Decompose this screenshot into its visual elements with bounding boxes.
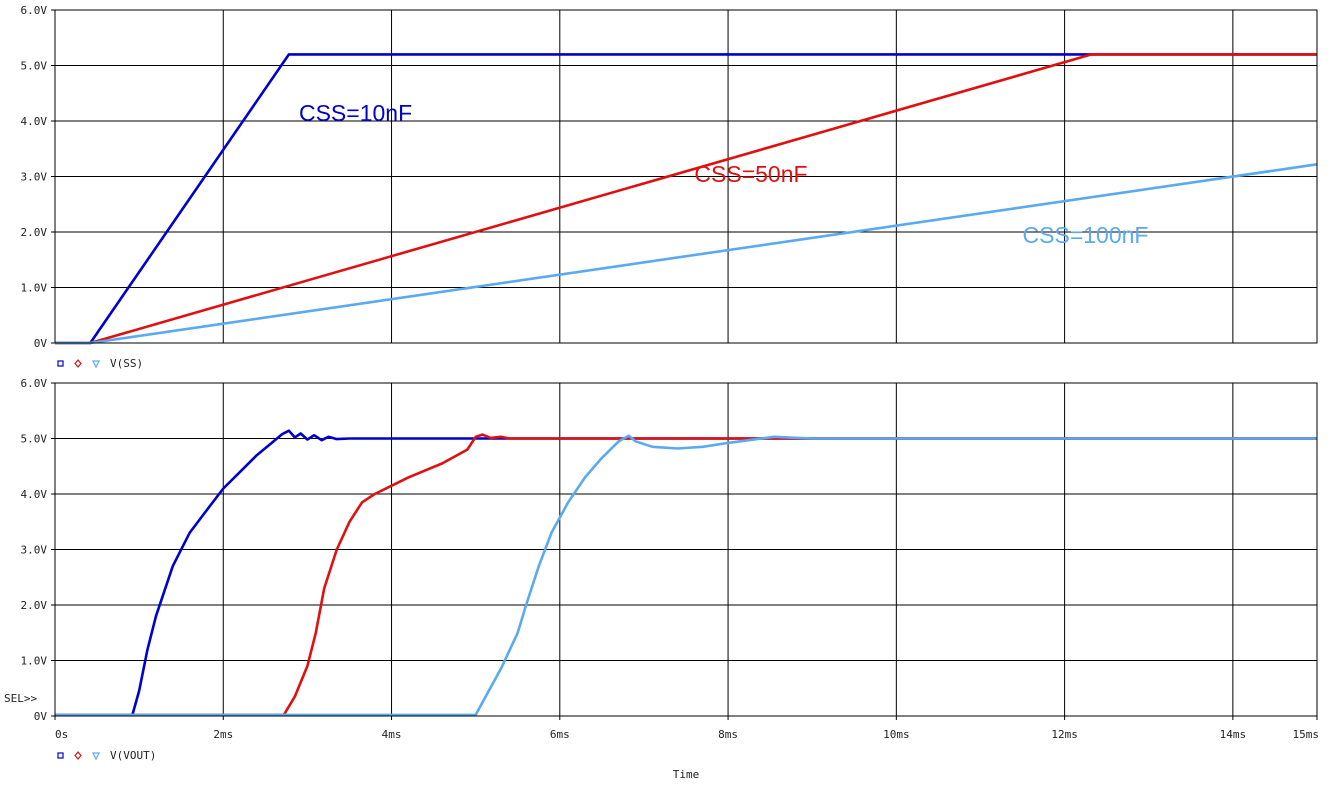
bottom-y-tick-label: 0V xyxy=(34,710,48,723)
bottom-legend-label: V(VOUT) xyxy=(110,749,156,762)
bottom-panel: 0V 1.0V 2.0V 3.0V 4.0V 5.0V 6.0V 0s 2ms 4ms 6ms 8m… xyxy=(4,377,1319,781)
bottom-grid xyxy=(55,382,1317,717)
annotation-label: CSS=10nF xyxy=(299,100,412,126)
annotation-label: CSS=100nF xyxy=(1023,222,1149,248)
legend-triangle-marker xyxy=(92,752,100,761)
top-y-tick-label: 0V xyxy=(34,337,48,350)
legend-square-marker xyxy=(57,752,64,759)
top-y-tick-label: 6.0V xyxy=(21,4,48,17)
bottom-y-tick-label: 5.0V xyxy=(21,433,48,446)
top-y-tick-label: 2.0V xyxy=(21,226,48,239)
top-panel: 0V 1.0V 2.0V 3.0V 4.0V 5.0V 6.0V CSS=10nF CSS=5… xyxy=(21,4,1318,370)
top-y-ticks: 0V 1.0V 2.0V 3.0V 4.0V 5.0V 6.0V xyxy=(21,4,55,350)
x-axis-label: Time xyxy=(673,768,700,781)
top-y-tick-label: 4.0V xyxy=(21,115,48,128)
top-series-line-css-100nf xyxy=(55,163,1318,345)
bottom-y-tick-label: 6.0V xyxy=(21,377,48,390)
bottom-y-tick-label: 4.0V xyxy=(21,488,48,501)
bottom-series-line-css-50nf xyxy=(55,433,1317,717)
x-tick-label: 15ms xyxy=(1293,728,1320,741)
x-tick-label: 12ms xyxy=(1051,728,1078,741)
x-tick-label: 8ms xyxy=(718,728,738,741)
legend-triangle-marker xyxy=(92,360,100,369)
legend-diamond-marker xyxy=(74,751,82,760)
legend-square-marker xyxy=(57,360,64,367)
bottom-series-line-css-100nf xyxy=(55,434,1317,717)
top-annotations: CSS=10nF CSS=50nF CSS=100nF xyxy=(299,100,1148,248)
annotation-label: CSS=50nF xyxy=(694,161,807,187)
x-tick-label: 4ms xyxy=(382,728,402,741)
x-tick-label: 2ms xyxy=(213,728,233,741)
bottom-series xyxy=(55,429,1317,717)
bottom-y-ticks: 0V 1.0V 2.0V 3.0V 4.0V 5.0V 6.0V xyxy=(21,377,55,723)
bottom-legend: V(VOUT) xyxy=(57,749,156,762)
top-legend-label: V(SS) xyxy=(110,357,143,370)
top-legend: V(SS) xyxy=(57,357,143,370)
bottom-y-tick-label: 3.0V xyxy=(21,544,48,557)
top-y-tick-label: 3.0V xyxy=(21,171,48,184)
top-series xyxy=(55,53,1318,345)
bottom-y-tick-label: 2.0V xyxy=(21,599,48,612)
top-series-line-css-50nf xyxy=(55,53,1317,345)
bottom-x-ticks: 0s 2ms 4ms 6ms 8ms 10ms 12ms 14ms 15ms xyxy=(54,716,1320,741)
x-tick-label: 14ms xyxy=(1220,728,1247,741)
top-grid xyxy=(55,9,1317,344)
x-tick-label: 0s xyxy=(55,728,68,741)
bottom-y-tick-label: 1.0V xyxy=(21,655,48,668)
x-tick-label: 10ms xyxy=(883,728,910,741)
top-y-tick-label: 5.0V xyxy=(21,60,48,73)
sel-marker[interactable]: SEL>> xyxy=(4,692,37,705)
legend-diamond-marker xyxy=(74,359,82,368)
x-tick-label: 6ms xyxy=(550,728,570,741)
bottom-series-line-css-10nf xyxy=(55,429,1317,717)
top-y-tick-label: 1.0V xyxy=(21,282,48,295)
